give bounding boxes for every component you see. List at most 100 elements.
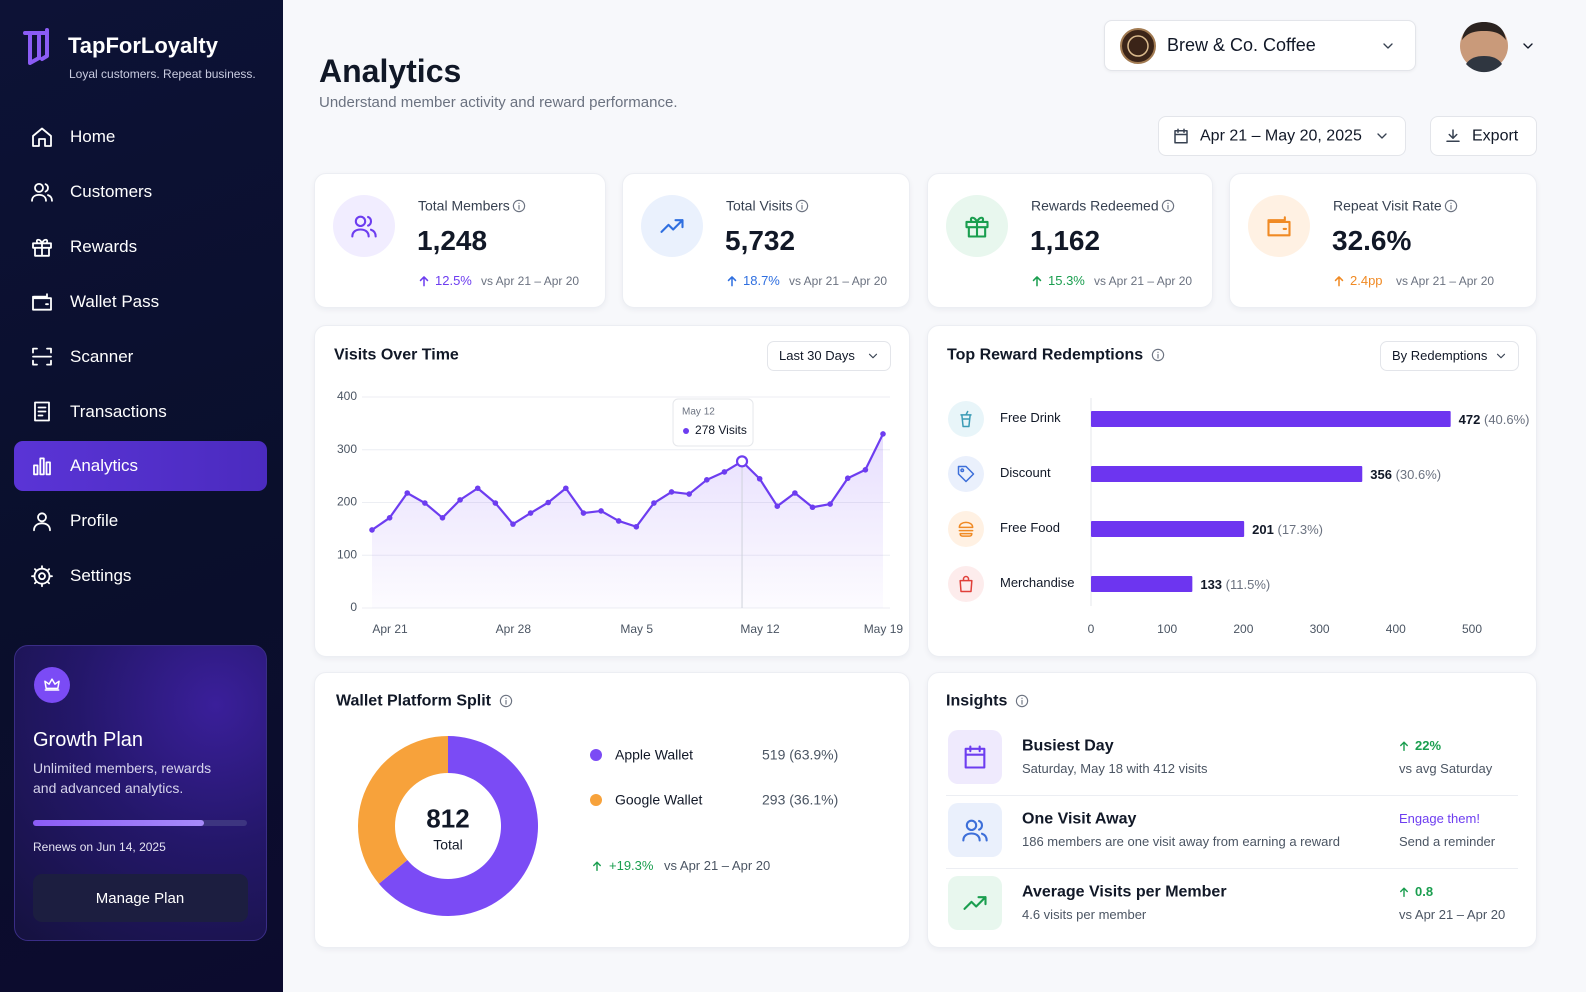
bar xyxy=(1091,466,1363,482)
info-icon xyxy=(1161,199,1175,213)
y-tick-label: 100 xyxy=(337,547,357,561)
business-chevron xyxy=(1383,43,1393,49)
insight-icon xyxy=(963,896,987,910)
line-point xyxy=(686,491,692,497)
nav-icon-shape xyxy=(31,565,53,588)
line-point xyxy=(580,510,587,516)
line-point xyxy=(809,504,816,511)
nav-item-active[interactable] xyxy=(14,441,267,492)
kpi-trend-arrow xyxy=(1334,276,1344,287)
nav-icon xyxy=(32,127,52,147)
info-icon xyxy=(1444,199,1458,213)
line-point xyxy=(439,514,446,521)
line-point xyxy=(668,489,675,495)
insight-icon xyxy=(964,745,986,769)
range-dropdown[interactable] xyxy=(767,341,891,371)
insight-divider xyxy=(946,795,1518,796)
reward-icon xyxy=(959,575,973,593)
info-icon-shape xyxy=(795,199,809,213)
insights-card xyxy=(927,672,1537,948)
line-point xyxy=(615,518,622,524)
x-tick-label: Apr 21 xyxy=(372,622,408,636)
nav-icon xyxy=(31,565,53,588)
line-point xyxy=(404,490,411,496)
reward-icon-shape xyxy=(959,575,973,593)
info-icon-shape xyxy=(499,694,513,708)
y-tick-label: 200 xyxy=(337,495,357,509)
business-chevron-shape xyxy=(1383,43,1393,49)
plan-progress-fill xyxy=(33,820,205,826)
reward-icon xyxy=(958,521,974,537)
donut-segment xyxy=(378,736,539,916)
business-selector[interactable] xyxy=(1104,20,1416,71)
kpi-icon-shape xyxy=(965,216,989,238)
insight-arrow-shape xyxy=(1400,887,1408,898)
export-button[interactable] xyxy=(1430,116,1537,156)
insight-arrow xyxy=(1400,741,1408,752)
line-point xyxy=(527,510,534,516)
range-chevron xyxy=(868,353,878,359)
nav-icon-shape xyxy=(34,401,50,422)
kpi-trend-arrow-shape xyxy=(727,276,737,287)
bar xyxy=(1091,576,1193,592)
range-chevron-shape xyxy=(868,353,878,359)
kpi-icon-shape xyxy=(660,219,684,233)
kpi-trend-arrow xyxy=(1032,276,1042,287)
line-point xyxy=(510,521,516,527)
hover-point xyxy=(735,455,749,468)
avatar-hair xyxy=(1462,22,1506,40)
reward-icon-bg xyxy=(948,456,984,492)
kpi-trend-arrow-shape xyxy=(1032,276,1042,287)
reward-icon-bg xyxy=(948,511,984,547)
x-tick-label: 0 xyxy=(1088,622,1095,636)
kpi-trend-arrow-shape xyxy=(419,276,429,287)
nav-icon-shape xyxy=(32,347,52,366)
line-point xyxy=(422,500,428,506)
kpi-icon xyxy=(1267,216,1291,237)
kpi-trend-arrow-shape xyxy=(1334,276,1344,287)
nav-icon xyxy=(34,401,50,422)
avatar-body xyxy=(1466,56,1502,73)
x-tick-label: May 5 xyxy=(620,622,653,636)
tooltip-date: May 12 xyxy=(682,407,715,418)
kpi-icon-shape xyxy=(1267,216,1291,237)
nav-icon xyxy=(31,183,53,202)
kpi-icon xyxy=(965,216,989,238)
date-range-button[interactable] xyxy=(1158,116,1406,156)
reward-icon xyxy=(960,410,972,428)
kpi-icon-bg xyxy=(1248,195,1310,257)
kpi-trend-arrow xyxy=(419,276,429,287)
redemptions-card xyxy=(927,325,1537,657)
x-tick-label: 400 xyxy=(1386,622,1406,636)
line-point xyxy=(369,527,375,533)
line-point xyxy=(633,523,640,530)
info-icon-shape xyxy=(1444,199,1458,213)
x-tick-label: 200 xyxy=(1233,622,1253,636)
y-tick-label: 300 xyxy=(337,442,357,456)
manage-plan-button[interactable] xyxy=(33,874,248,922)
plan-icon-bg xyxy=(34,667,70,703)
sort-chevron xyxy=(1496,353,1506,359)
plan-icon xyxy=(44,678,60,691)
business-logo xyxy=(1120,28,1156,64)
insight-arrow-shape xyxy=(1400,741,1408,752)
date-icon-shape xyxy=(1174,128,1188,144)
export-icon xyxy=(1446,129,1460,142)
tooltip-value: 278 Visits xyxy=(695,423,747,437)
kpi-icon-bg xyxy=(333,195,395,257)
bar xyxy=(1091,521,1245,537)
insight-icon-bg xyxy=(948,803,1002,857)
line-point xyxy=(792,490,798,496)
line-point xyxy=(827,501,833,507)
reward-icon-shape xyxy=(958,521,974,537)
line-point xyxy=(774,503,781,509)
kpi-icon-shape xyxy=(351,215,377,238)
insight-arrow xyxy=(1400,887,1408,898)
date-chevron xyxy=(1377,133,1387,139)
line-point xyxy=(563,485,569,492)
x-tick-label: 300 xyxy=(1310,622,1330,636)
sort-dropdown[interactable] xyxy=(1380,341,1519,371)
x-tick-label: Apr 28 xyxy=(496,622,532,636)
insight-icon xyxy=(962,819,988,842)
